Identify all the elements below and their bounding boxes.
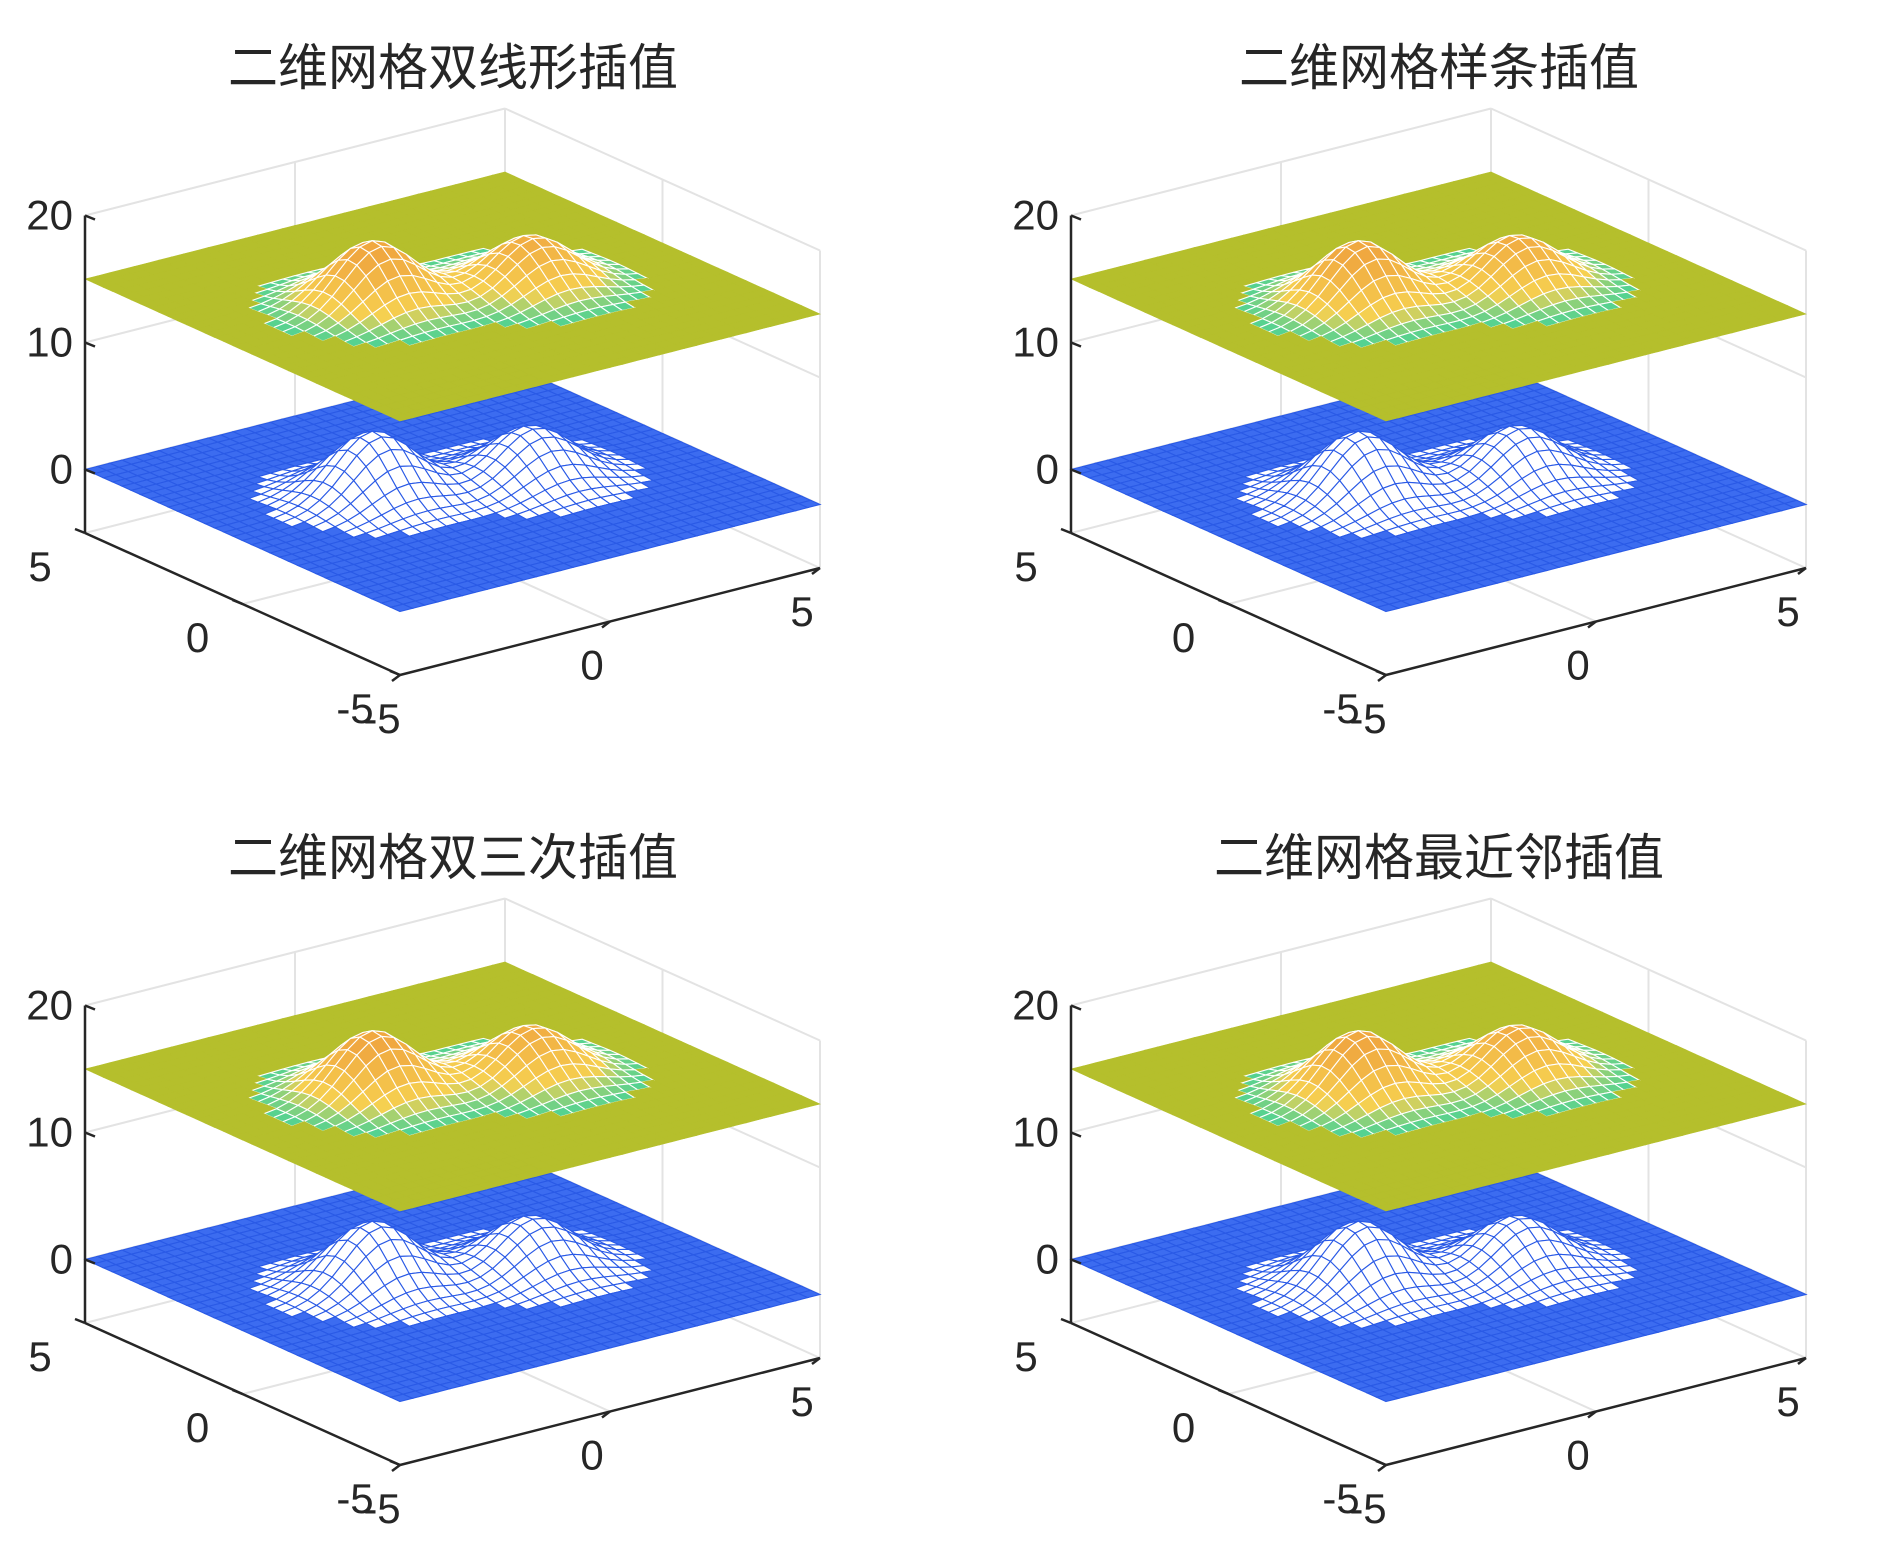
z-tick-label: 0 (1036, 446, 1059, 493)
gridline (84, 107, 506, 217)
subplot-title: 二维网格双线形插值 (228, 39, 678, 97)
x-tick-label: 0 (580, 642, 603, 689)
z-tick-label: 0 (50, 446, 73, 493)
y-tick-label: 0 (186, 614, 209, 661)
z-tick-label: 20 (26, 192, 73, 239)
y-tick-label: 0 (1172, 614, 1195, 661)
y-tick-label: 5 (1014, 543, 1037, 590)
x-tick (1377, 674, 1387, 682)
z-tick (1070, 214, 1082, 221)
mesh-surface (83, 361, 822, 613)
y-tick (74, 527, 86, 535)
top-surface (1070, 171, 1807, 422)
gridline (504, 107, 821, 252)
z-tick-label: 10 (1012, 319, 1059, 366)
z-tick-label: 20 (1012, 192, 1059, 239)
y-tick (1060, 527, 1072, 535)
y-tick-label: -5 (1322, 685, 1359, 732)
z-tick (1070, 341, 1082, 348)
y-tick-label: -5 (336, 685, 373, 732)
subplot-title: 二维网格样条插值 (1239, 39, 1639, 97)
y-tick-label: 5 (28, 543, 51, 590)
z-tick (84, 214, 96, 221)
top-surface (84, 171, 821, 422)
x-tick-label: 0 (1566, 642, 1589, 689)
z-tick-label: 10 (26, 319, 73, 366)
x-tick-label: 5 (1776, 588, 1799, 635)
x-tick-label: 5 (790, 588, 813, 635)
z-tick (84, 341, 96, 348)
x-tick (391, 674, 401, 682)
